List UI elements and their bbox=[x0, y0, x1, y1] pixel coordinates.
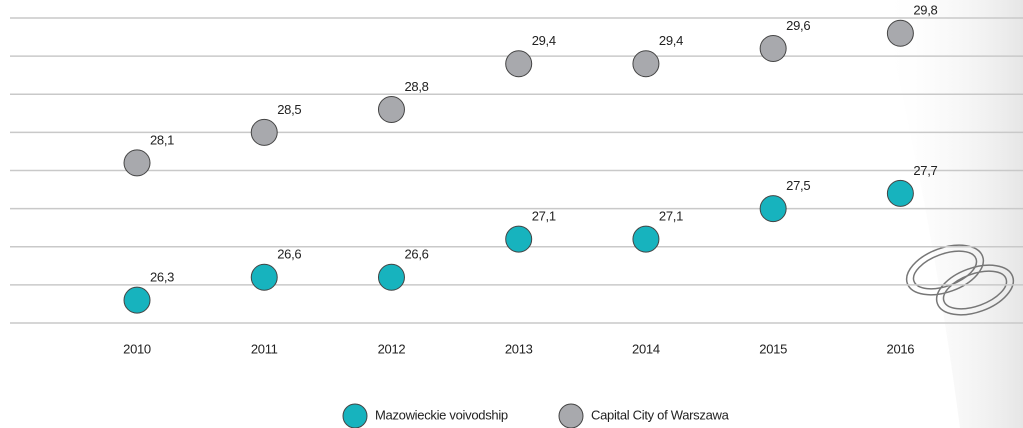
data-label: 29,8 bbox=[913, 3, 937, 18]
x-tick-label: 2015 bbox=[759, 341, 787, 356]
x-tick-label: 2014 bbox=[632, 341, 660, 356]
dot bbox=[633, 226, 659, 252]
data-label: 27,7 bbox=[913, 163, 937, 178]
x-tick-label: 2011 bbox=[251, 341, 278, 356]
data-label: 29,6 bbox=[786, 18, 810, 33]
dot bbox=[378, 97, 404, 123]
dot bbox=[887, 20, 913, 46]
legend-label: Capital City of Warszawa bbox=[591, 407, 730, 422]
legend-marker bbox=[559, 404, 583, 428]
dot bbox=[760, 36, 786, 62]
dot bbox=[633, 51, 659, 77]
data-label: 27,1 bbox=[532, 209, 556, 224]
x-tick-label: 2013 bbox=[505, 341, 533, 356]
chart: 2010 2011 2012 2013 2014 2015 2016 26,3 26,6 26,6… bbox=[0, 0, 1023, 428]
data-label: 27,5 bbox=[786, 178, 810, 193]
dot bbox=[506, 51, 532, 77]
dot bbox=[506, 226, 532, 252]
data-label: 26,6 bbox=[404, 247, 428, 262]
data-label: 28,5 bbox=[277, 102, 301, 117]
x-tick-label: 2010 bbox=[123, 341, 151, 356]
data-label: 26,3 bbox=[150, 270, 174, 285]
dot bbox=[124, 150, 150, 176]
dot bbox=[378, 264, 404, 290]
x-tick-label: 2012 bbox=[378, 341, 406, 356]
legend-marker bbox=[343, 404, 367, 428]
dot bbox=[251, 119, 277, 145]
data-label: 26,6 bbox=[277, 247, 301, 262]
dot bbox=[887, 180, 913, 206]
x-tick-label: 2016 bbox=[887, 341, 915, 356]
dot bbox=[760, 196, 786, 222]
data-label: 28,1 bbox=[150, 132, 174, 147]
data-label: 27,1 bbox=[659, 209, 683, 224]
data-label: 29,4 bbox=[659, 33, 683, 48]
dot bbox=[124, 287, 150, 313]
dot bbox=[251, 264, 277, 290]
data-label: 29,4 bbox=[532, 33, 556, 48]
legend-label: Mazowieckie voivodship bbox=[375, 407, 508, 422]
background-shade bbox=[880, 0, 1023, 428]
data-label: 28,8 bbox=[404, 79, 428, 94]
